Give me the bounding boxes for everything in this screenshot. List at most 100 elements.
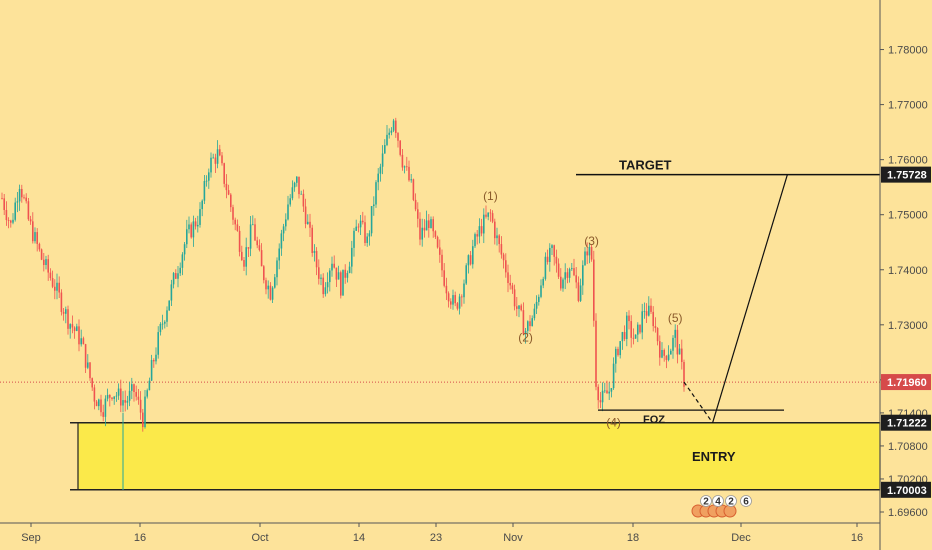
- time-axis[interactable]: Sep 16 Oct 14 23 Nov 18 Dec 16: [21, 523, 863, 544]
- candle-body: [40, 249, 43, 260]
- candle-body: [555, 256, 558, 264]
- x-tick-label: Oct: [251, 532, 268, 544]
- candle-body: [584, 251, 586, 266]
- candle-body: [120, 388, 122, 406]
- candle-body: [313, 250, 316, 253]
- candle-body: [419, 218, 421, 240]
- candle-body: [476, 234, 478, 237]
- candle-body: [487, 212, 489, 217]
- candle-body: [282, 226, 285, 234]
- candle-body: [109, 394, 111, 398]
- candle-body: [414, 199, 417, 210]
- candle-body: [89, 362, 91, 379]
- candle-body: [659, 341, 661, 358]
- candle-body: [137, 396, 140, 400]
- candle-body: [546, 256, 549, 262]
- candle-body: [522, 310, 525, 335]
- candle-body: [344, 269, 346, 278]
- y-tick-label: 1.78000: [888, 45, 928, 57]
- candle-body: [148, 380, 151, 391]
- candle-body: [309, 221, 311, 228]
- candle-body: [69, 324, 71, 329]
- candle-body: [304, 206, 307, 225]
- candle-body: [263, 266, 265, 281]
- candle-body: [5, 210, 8, 221]
- candle-body: [551, 245, 553, 248]
- candle-body: [652, 311, 654, 327]
- candle-body: [23, 197, 25, 199]
- candle-body: [428, 220, 430, 228]
- candle-body: [221, 155, 223, 164]
- candle-body: [177, 273, 179, 279]
- candle-body: [124, 400, 126, 403]
- price-tag-label: 1.71960: [887, 377, 927, 389]
- candle-body: [535, 301, 538, 309]
- candle-body: [188, 224, 190, 230]
- candle-body: [384, 145, 386, 154]
- candle-body: [157, 332, 159, 355]
- candle-body: [252, 224, 254, 226]
- price-tag: [881, 166, 931, 183]
- candle-body: [192, 221, 195, 238]
- candle-body: [529, 321, 531, 327]
- candle-body: [408, 166, 410, 181]
- candle-body: [577, 282, 580, 301]
- candle-body: [351, 247, 353, 267]
- candle-body: [566, 272, 569, 278]
- x-tick-label: 14: [353, 532, 365, 544]
- candle-body: [280, 233, 283, 249]
- candle-body: [34, 232, 36, 242]
- event-count-badge-icon[interactable]: [725, 495, 737, 507]
- candle-body: [461, 296, 463, 298]
- candle-body: [3, 198, 5, 211]
- candle-body: [298, 176, 300, 195]
- event-count-badge-icon[interactable]: [700, 495, 712, 507]
- candle-body: [199, 209, 201, 225]
- candle-body: [155, 354, 157, 362]
- candle-body: [203, 181, 206, 201]
- candle-body: [381, 153, 384, 167]
- candle-body: [38, 243, 41, 250]
- event-count-badge-icon[interactable]: [712, 495, 724, 507]
- candle-body: [7, 220, 10, 221]
- candle-body: [113, 396, 115, 399]
- candle-body: [373, 204, 375, 207]
- candle-body: [285, 219, 287, 227]
- candle-body: [623, 332, 626, 340]
- candle-body: [357, 226, 360, 228]
- candle-body: [296, 176, 298, 183]
- candle-body: [1, 198, 3, 199]
- x-tick-label: Dec: [731, 532, 751, 544]
- candle-body: [139, 399, 142, 413]
- candle-body: [568, 269, 571, 278]
- candle-body: [395, 120, 397, 134]
- candle-body: [153, 359, 155, 362]
- event-count-label: 6: [743, 497, 749, 508]
- candle-body: [329, 270, 331, 283]
- candle-body: [111, 397, 113, 399]
- x-tick-label: 23: [430, 532, 442, 544]
- candle-body: [346, 272, 349, 278]
- candle-body: [639, 324, 641, 333]
- candle-body: [494, 221, 496, 239]
- candle-body: [287, 204, 289, 220]
- candle-body: [392, 120, 395, 131]
- event-count-badge-icon[interactable]: [740, 495, 752, 507]
- candle-body: [175, 273, 177, 279]
- candle-body: [650, 305, 652, 312]
- candle-body: [337, 272, 340, 280]
- candle-body: [307, 221, 309, 225]
- candle-body: [194, 221, 197, 227]
- candle-body: [54, 286, 56, 291]
- candle-body: [478, 226, 481, 237]
- price-tag-label: 1.70003: [887, 485, 927, 497]
- candle-body: [238, 230, 241, 252]
- candle-body: [91, 378, 93, 388]
- candle-body: [51, 278, 54, 287]
- candle-body: [634, 334, 637, 339]
- y-tick-label: 1.69600: [888, 507, 928, 519]
- candle-body: [527, 321, 529, 331]
- candle-body: [674, 329, 676, 338]
